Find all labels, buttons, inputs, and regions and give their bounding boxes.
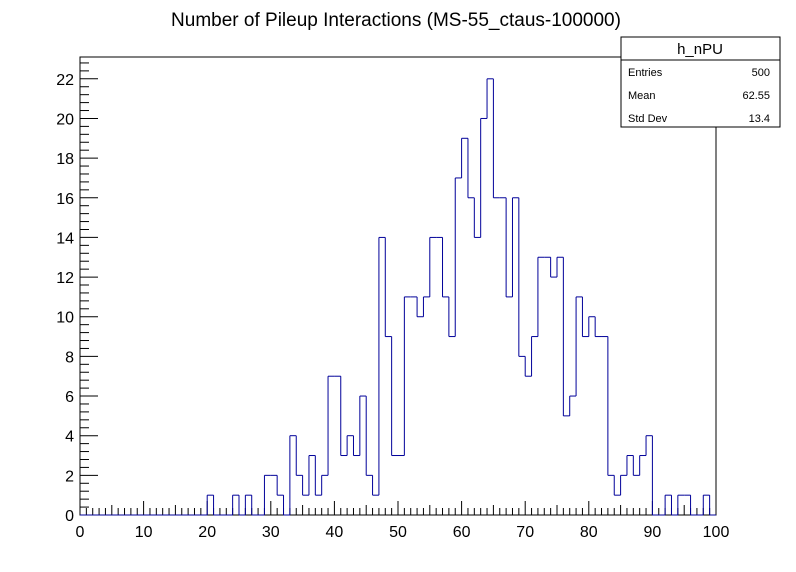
y-tick-label: 22 bbox=[56, 72, 74, 89]
x-tick-label: 40 bbox=[326, 524, 344, 541]
y-tick-labels: 0 2 4 6 8 10 12 14 16 18 20 22 bbox=[56, 72, 74, 525]
stats-entries-label: Entries bbox=[628, 67, 663, 79]
y-tick-label: 18 bbox=[56, 151, 74, 168]
y-tick-label: 12 bbox=[56, 270, 74, 287]
x-tick-label: 100 bbox=[703, 524, 730, 541]
stats-stddev-label: Std Dev bbox=[628, 113, 668, 125]
y-tick-label: 16 bbox=[56, 191, 74, 208]
x-tick-label: 0 bbox=[76, 524, 85, 541]
y-tick-label: 0 bbox=[65, 508, 74, 525]
chart-title: Number of Pileup Interactions (MS-55_cta… bbox=[171, 10, 621, 31]
axis-ticks bbox=[79, 62, 717, 516]
x-tick-label: 10 bbox=[135, 524, 153, 541]
stats-mean-label: Mean bbox=[628, 90, 656, 102]
x-tick-label: 30 bbox=[262, 524, 280, 541]
stats-box-frame bbox=[620, 36, 781, 128]
stats-entries-value: 500 bbox=[752, 67, 770, 79]
y-tick-label: 2 bbox=[65, 468, 74, 485]
x-tick-label: 70 bbox=[516, 524, 534, 541]
y-tick-label: 4 bbox=[65, 429, 74, 446]
x-tick-label: 50 bbox=[389, 524, 407, 541]
x-tick-label: 90 bbox=[644, 524, 662, 541]
histogram-bins bbox=[80, 78, 716, 516]
x-tick-labels: 0 10 20 30 40 50 60 70 80 90 100 bbox=[76, 524, 730, 541]
y-tick-label: 8 bbox=[65, 349, 74, 366]
x-tick-label: 60 bbox=[453, 524, 471, 541]
stats-stddev-value: 13.4 bbox=[749, 113, 770, 125]
y-tick-label: 6 bbox=[65, 389, 74, 406]
stats-mean-value: 62.55 bbox=[742, 90, 770, 102]
stats-box-name: h_nPU bbox=[677, 41, 723, 58]
x-tick-label: 80 bbox=[580, 524, 598, 541]
y-tick-label: 20 bbox=[56, 111, 74, 128]
y-tick-label: 14 bbox=[56, 230, 74, 247]
x-tick-label: 20 bbox=[198, 524, 216, 541]
stats-box: h_nPU Entries 500 Mean 62.55 Std Dev 13.… bbox=[620, 36, 781, 128]
y-tick-label: 10 bbox=[56, 310, 74, 327]
